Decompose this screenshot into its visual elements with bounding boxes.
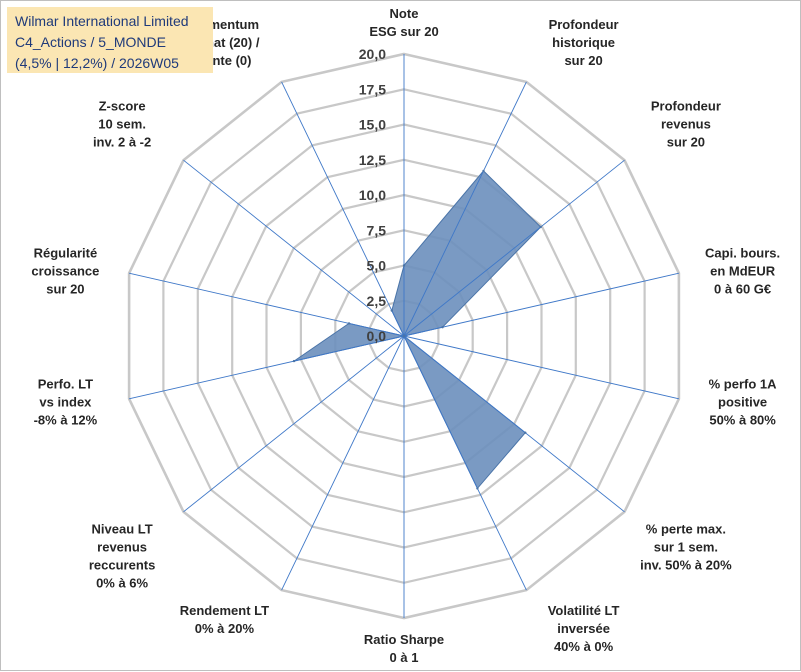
data-point (441, 326, 444, 329)
axis-label: Perfo. LT vs index -8% à 12% (34, 376, 98, 427)
axis-label-line: -8% à 12% (34, 412, 98, 427)
axis-label-line: sur 1 sem. (654, 539, 718, 554)
axis-label-line: 50% à 80% (709, 412, 776, 427)
axis-label: Ratio Sharpe 0 à 1 (364, 632, 444, 665)
axis-label: Capi. bours. en MdEUR 0 à 60 G€ (705, 246, 780, 297)
axis-label-line: Ratio Sharpe (364, 632, 444, 647)
axis-label-line: Note (390, 6, 419, 21)
axis-label-line: inv. 2 à -2 (93, 135, 151, 150)
axis-label-line: Perfo. LT (38, 376, 93, 391)
axis-label-line: sur 20 (564, 53, 602, 68)
axis-label: Note ESG sur 20 (369, 6, 438, 39)
axis-label-line: inv. 50% à 20% (640, 557, 732, 572)
axis-label: Volatilité LT inversée 40% à 0% (548, 603, 620, 654)
axis-label-line: 0% à 6% (96, 575, 148, 590)
axis-label-line: Profondeur (549, 17, 619, 32)
axis-spoke (403, 81, 527, 337)
axis-label: Profondeur revenus sur 20 (651, 99, 721, 150)
data-point (402, 334, 406, 338)
axis-spoke (128, 272, 405, 337)
tick-label: 20,0 (359, 46, 386, 62)
axis-spoke (403, 335, 680, 400)
tick-label: 15,0 (359, 117, 386, 133)
axis-label-line: revenus (97, 539, 147, 554)
axis-label-line: positive (718, 394, 767, 409)
data-point (524, 431, 527, 434)
data-point (292, 359, 296, 363)
axis-label: Régularité croissance sur 20 (31, 246, 99, 297)
data-point (402, 264, 406, 267)
axis-label-line: % perte max. (646, 521, 726, 536)
axis-label-line: Rendement LT (180, 603, 269, 618)
axis-spoke (403, 272, 680, 337)
tick-label: 5,0 (367, 258, 387, 274)
axis-label: % perte max. sur 1 sem. inv. 50% à 20% (640, 521, 732, 572)
axis-label-line: en MdEUR (710, 264, 776, 279)
axis-label-line: revenus (661, 117, 711, 132)
data-point (390, 309, 393, 312)
data-point (482, 169, 485, 173)
chart-title-line-3: (4,5% | 12,2%) / 2026W05 (15, 55, 179, 71)
axis-spoke (183, 159, 405, 337)
axis-label-line: croissance (31, 264, 99, 279)
axis-spoke (281, 81, 405, 337)
axis-label: Profondeur historique sur 20 (549, 17, 619, 68)
tick-label: 12,5 (359, 152, 386, 168)
tick-label: 17,5 (359, 81, 386, 97)
axis-label-line: 10 sem. (98, 117, 146, 132)
tick-label: 2,5 (367, 293, 387, 309)
tick-label: 0,0 (367, 328, 387, 344)
axis-label-line: Profondeur (651, 99, 721, 114)
axis-label: Z-score 10 sem. inv. 2 à -2 (93, 99, 151, 150)
axis-label-line: 40% à 0% (554, 639, 614, 654)
axis-label-line: Capi. bours. (705, 246, 780, 261)
axis-label-line: % perfo 1A (709, 376, 778, 391)
tick-label: 7,5 (367, 222, 387, 238)
axis-label-line: Volatilité LT (548, 603, 620, 618)
axis-label-line: inversée (557, 621, 610, 636)
axis-label: % perfo 1A positive 50% à 80% (709, 376, 778, 427)
axis-spoke (403, 335, 527, 591)
axis-label-line: 0% à 20% (195, 621, 255, 636)
axis-spoke (128, 335, 405, 400)
axis-label-line: Z-score (99, 99, 146, 114)
chart-title-box: Wilmar International Limited C4_Actions … (7, 7, 213, 73)
axis-spoke (183, 335, 405, 513)
axis-label-line: 0 à 1 (390, 650, 419, 665)
axis-label: Niveau LT revenus reccurents 0% à 6% (89, 521, 155, 590)
data-point (476, 487, 479, 490)
data-point (539, 225, 542, 229)
axis-label-line: Niveau LT (92, 521, 153, 536)
chart-title-line-2: C4_Actions / 5_MONDE (15, 34, 166, 50)
tick-label: 10,0 (359, 187, 386, 203)
data-point (347, 322, 351, 325)
chart-title-line-1: Wilmar International Limited (15, 13, 189, 29)
axis-label-line: historique (552, 35, 615, 50)
axis-label-line: ESG sur 20 (369, 24, 438, 39)
axis-spoke (281, 335, 405, 591)
axis-spoke (403, 159, 625, 337)
axis-label-line: 0 à 60 G€ (714, 282, 771, 297)
axis-label-line: vs index (39, 394, 92, 409)
axis-label-line: reccurents (89, 557, 155, 572)
axis-label-line: sur 20 (46, 282, 84, 297)
axis-label: Rendement LT 0% à 20% (180, 603, 269, 636)
axis-label-line: Régularité (34, 246, 98, 261)
axis-spoke (403, 335, 625, 513)
axis-label-line: sur 20 (667, 135, 705, 150)
